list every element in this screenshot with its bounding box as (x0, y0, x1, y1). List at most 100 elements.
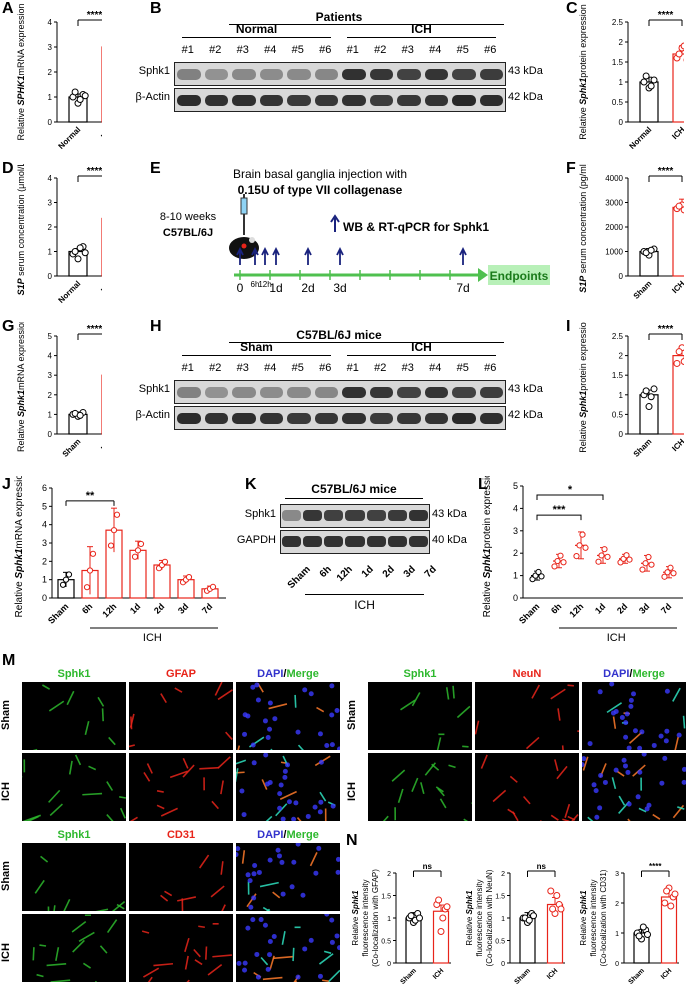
x-tick-label: 2d (615, 601, 630, 616)
fluorescence-signal (262, 976, 283, 981)
micrograph-image (129, 843, 233, 911)
group-underline (182, 37, 331, 38)
nucleus (250, 917, 256, 923)
label-text: 2d (301, 281, 314, 295)
lane-label: #5 (456, 362, 469, 374)
micrograph-image (582, 753, 686, 821)
blot-band (369, 94, 393, 106)
nucleus (622, 763, 628, 769)
data-point (675, 202, 683, 210)
blot-row-label: β-Actin (135, 409, 170, 421)
fluorescence-signal (564, 803, 571, 819)
fluorescence-signal (40, 855, 49, 863)
stain-name: DAPI (257, 829, 284, 841)
nucleus (317, 731, 323, 737)
data-point (650, 76, 658, 84)
nucleus (336, 945, 340, 951)
data-point (664, 569, 671, 576)
group-underline (182, 355, 331, 356)
blot-band (452, 94, 476, 106)
fluorescence-signal (382, 815, 389, 821)
blot-strip (174, 62, 506, 86)
injection-site (241, 243, 247, 249)
chart-i: Relative Sphk1protein expression 0 0.5 1 1.5… (578, 322, 684, 459)
x-tick-label: 2d (152, 601, 167, 616)
y-tick-label: 1 (48, 248, 53, 257)
data-point (675, 50, 683, 58)
nucleus (256, 869, 262, 875)
stain-name: Merge (286, 829, 319, 841)
fluorescence-signal (627, 818, 631, 821)
nucleus (632, 728, 638, 734)
x-tick-label: 12h (567, 601, 585, 619)
nucleus (662, 755, 668, 761)
fluorescence-signal (160, 693, 167, 704)
fluorescence-signal (32, 947, 35, 961)
nucleus (316, 845, 322, 851)
fluorescence-signal (550, 688, 566, 700)
data-point (680, 42, 684, 50)
nucleus (263, 753, 269, 758)
data-point (437, 928, 445, 935)
timeline-e: Brain basal ganglia injection with 0.15U … (160, 167, 550, 295)
nucleus (651, 742, 657, 748)
y-tick-label: 1 (619, 391, 624, 400)
blot-band (287, 412, 311, 424)
fluorescence-signal (522, 795, 531, 805)
micrograph-render (236, 914, 340, 982)
fluorescence-signal (194, 959, 203, 966)
significance-label: ns (537, 862, 547, 871)
lane-label: #2 (209, 362, 222, 374)
y-axis-label: Relative Sphk1 (465, 890, 474, 946)
y-tick-label: 2 (513, 548, 518, 558)
fluorescence-signal (297, 744, 304, 750)
fluorescence-signal (27, 815, 39, 821)
blot-band (204, 68, 228, 80)
data-point (598, 552, 605, 559)
fluorescence-signal (74, 754, 82, 766)
y-tick-label: 2 (501, 871, 505, 878)
x-tick-label: ICH (99, 437, 102, 453)
micrograph-render (237, 682, 340, 750)
lane-label: #5 (456, 44, 469, 56)
group-label: Sham (240, 340, 273, 354)
y-tick-label: 2 (48, 68, 53, 77)
y-tick-label: 0 (619, 118, 624, 127)
group-underline (347, 355, 496, 356)
fluorescence-signal (160, 894, 169, 902)
y-tick-label: 3 (48, 371, 53, 380)
stain-separator: / (629, 668, 633, 680)
nucleus (628, 697, 634, 703)
lane-label: #6 (484, 44, 497, 56)
micrograph-header: GFAP (129, 668, 233, 680)
nucleus (639, 729, 645, 735)
nucleus (258, 917, 264, 923)
fluorescence-signal (437, 787, 445, 797)
fluorescence-signal (397, 788, 404, 803)
x-tick-label: Sham (627, 967, 645, 985)
label-text: (Co-localization with GFAP) (371, 869, 380, 967)
fluorescence-signal (411, 692, 421, 707)
nucleus (242, 967, 248, 973)
significance-label: **** (658, 166, 674, 177)
micrograph-image (129, 753, 233, 821)
nucleus (295, 843, 301, 847)
fluorescence-signal (164, 890, 173, 897)
fluorescence-signal (116, 903, 125, 910)
lane-label: #1 (346, 362, 359, 374)
y-tick-label: 4 (42, 520, 47, 530)
micrograph-header: NeuN (475, 668, 579, 680)
chart-n-gfap: Relative Sphk1 fluorescence intensity (Co-… (351, 862, 451, 986)
y-tick-label: 2 (48, 391, 53, 400)
data-point (538, 573, 545, 580)
group-label: ICH (607, 632, 626, 644)
fluorescence-signal (236, 771, 245, 774)
fluorescence-signal (55, 947, 60, 961)
stain-name: Sphk1 (403, 668, 437, 680)
nucleus (613, 767, 619, 773)
fluorescence-signal (50, 979, 71, 982)
fluorescence-signal (207, 964, 223, 976)
panel-letter-m: M (2, 652, 16, 669)
fluorescence-signal (237, 745, 241, 750)
fluorescence-signal (221, 904, 226, 911)
